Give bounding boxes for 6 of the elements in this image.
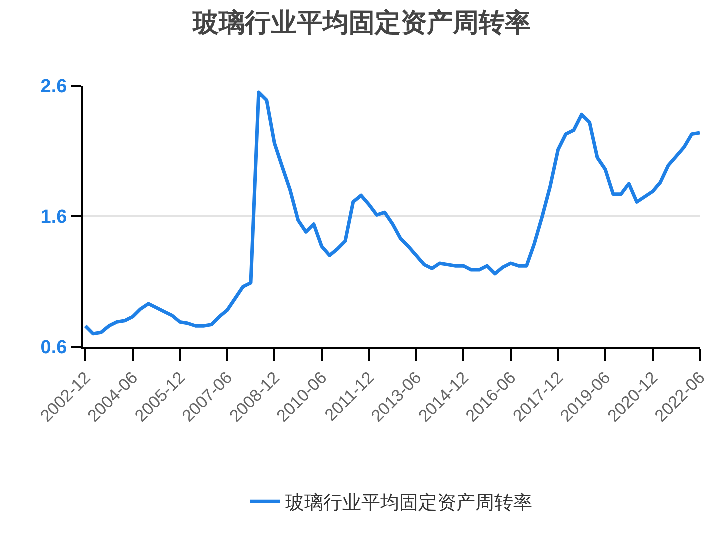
line-series: [84, 90, 700, 336]
y-tick-label: 1.6: [40, 207, 68, 228]
y-tick-label: 2.6: [40, 76, 68, 98]
legend-label: 玻璃行业平均固定资产周转率: [286, 492, 532, 514]
y-tick-label: 0.6: [40, 338, 68, 359]
chart-title: 玻璃行业平均固定资产周转率: [192, 8, 531, 38]
